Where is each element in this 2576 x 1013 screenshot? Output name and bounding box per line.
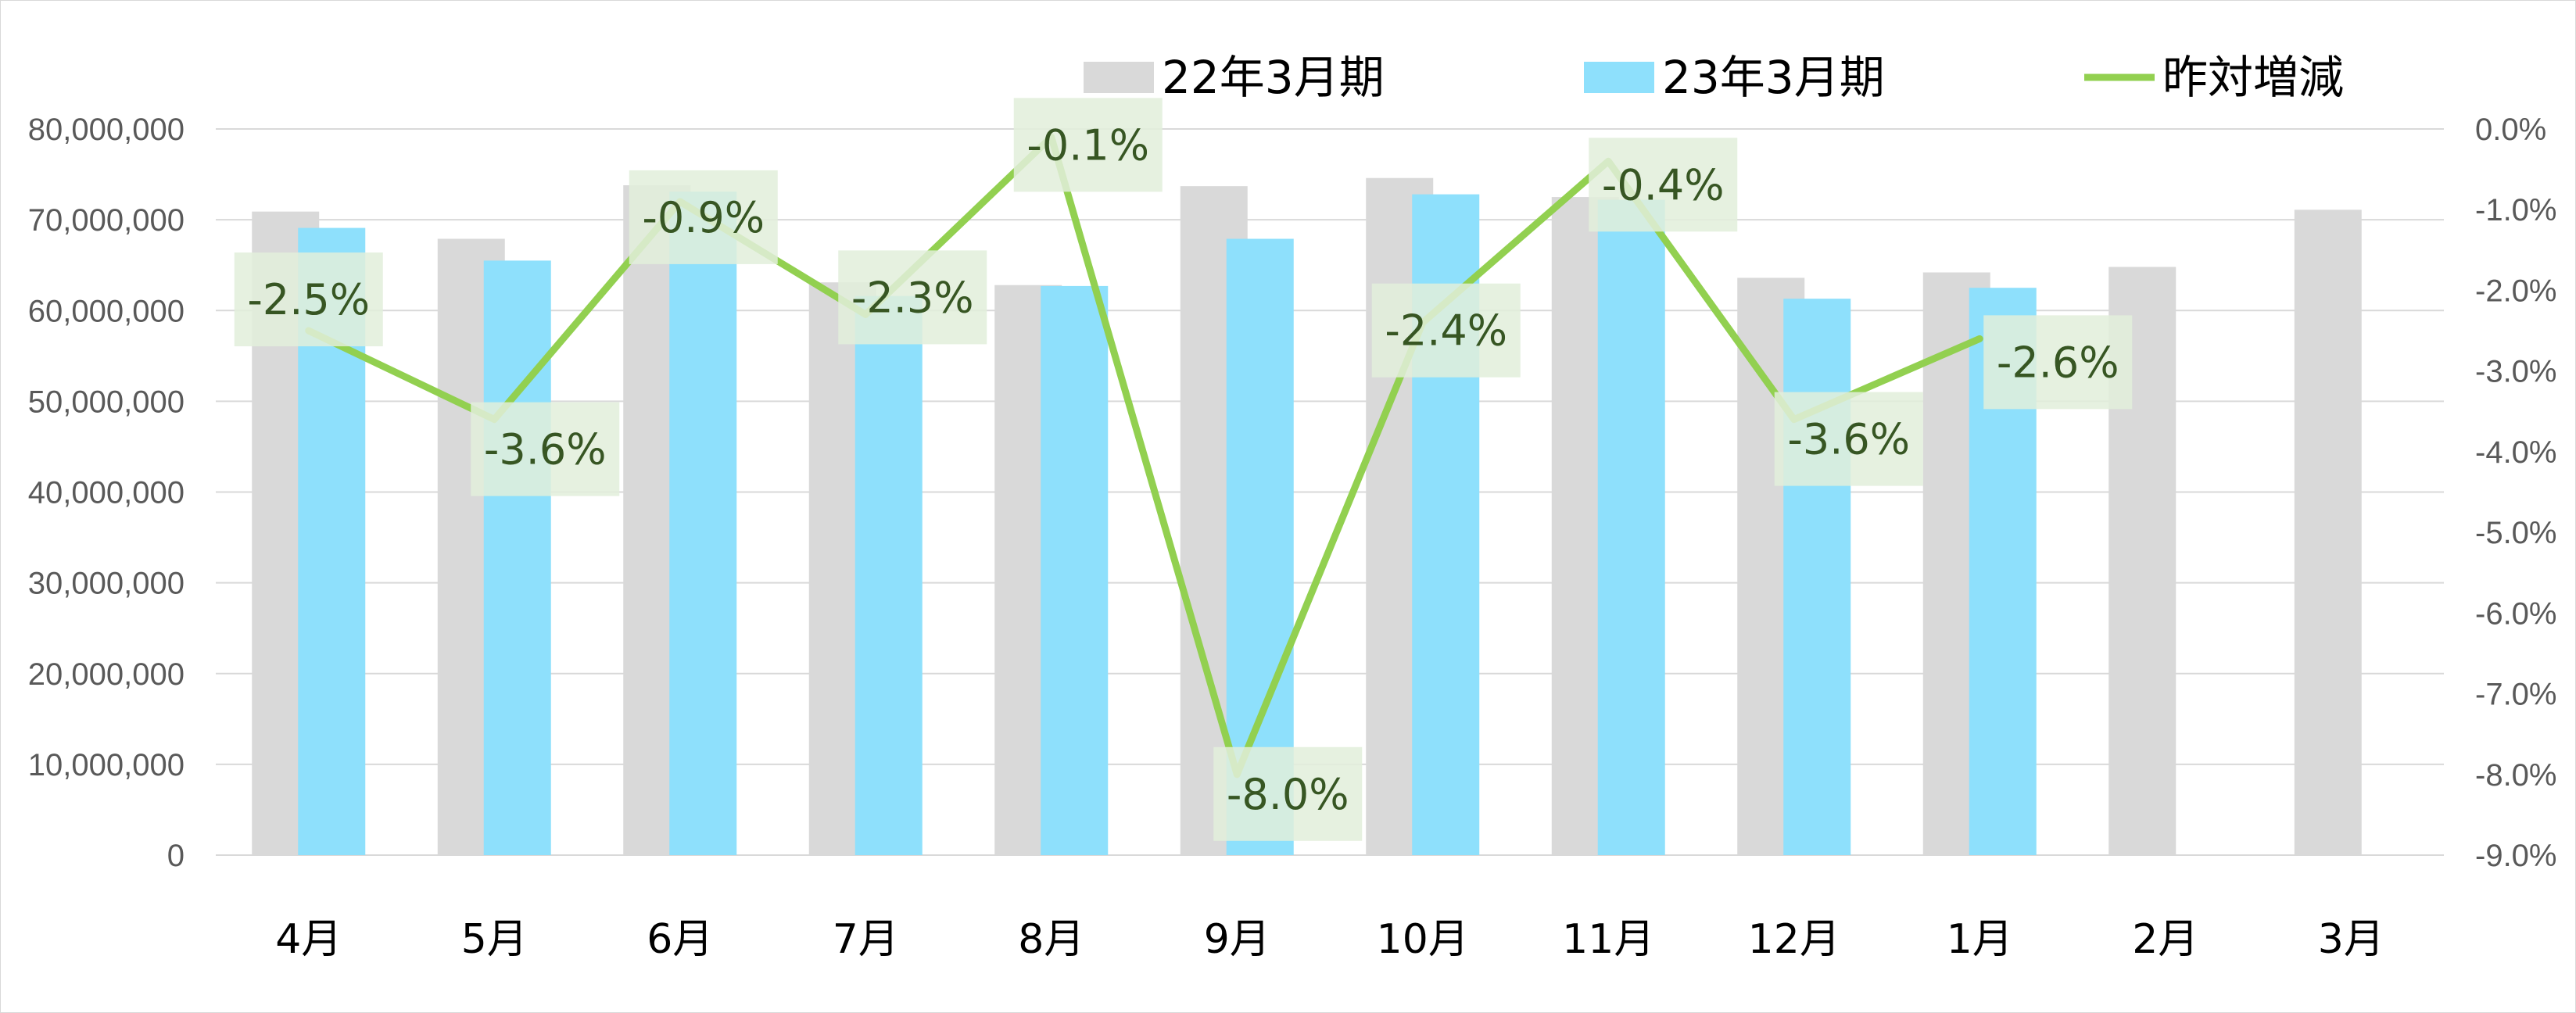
legend: 22年3月期 23年3月期 昨対増減 [1084, 51, 2344, 104]
data-label-box [1774, 392, 1923, 486]
y-left-tick-label: 30,000,000 [28, 567, 185, 601]
y-right-tick-label: -2.0% [2475, 274, 2557, 308]
axes-group: 0 10,000,000 20,000,000 30,000,000 40,000,00… [28, 113, 2557, 963]
x-tick-label: 4月 [275, 916, 342, 963]
data-label-box [1589, 138, 1738, 232]
x-tick-label: 3月 [2318, 916, 2384, 963]
y-left-tick-label: 60,000,000 [28, 294, 185, 328]
data-label: -8.0% [1227, 770, 1349, 819]
x-tick-label: 2月 [2132, 916, 2198, 963]
data-label-box [629, 170, 778, 264]
data-label: -0.1% [1026, 120, 1149, 170]
data-label-box [1371, 283, 1521, 378]
x-tick-label: 7月 [833, 916, 899, 963]
y-right-tick-label: -1.0% [2475, 193, 2557, 227]
data-label: -0.4% [1602, 160, 1725, 209]
line-series-group [305, 133, 1983, 779]
bar-23-fy [1783, 299, 1851, 855]
data-label: -2.6% [1997, 338, 2119, 387]
bar-23-fy [669, 192, 737, 856]
data-labels-group: -2.5% -3.6% -0.9% -2.3% -0.1% -8.0% -2.4% -0.4%… [234, 98, 2133, 841]
y-left-tick-label: 20,000,000 [28, 657, 185, 692]
y-right-tick-label: -6.0% [2475, 596, 2557, 631]
y-left-tick-label: 50,000,000 [28, 385, 185, 419]
y-right-tick-label: -9.0% [2475, 839, 2557, 873]
y-left-tick-label: 80,000,000 [28, 113, 185, 147]
y-right-tick-label: -5.0% [2475, 516, 2557, 550]
legend-swatch [1584, 62, 1654, 93]
y-left-tick-label: 40,000,000 [28, 476, 185, 510]
y-left-tick-label: 10,000,000 [28, 748, 185, 782]
data-label-box [471, 402, 620, 496]
y-right-tick-label: -4.0% [2475, 435, 2557, 470]
data-label-box [1983, 315, 2133, 410]
y-right-tick-label: -3.0% [2475, 355, 2557, 389]
y-left-tick-label: 0 [167, 839, 185, 873]
data-label: -2.4% [1385, 306, 1507, 356]
x-tick-label: 10月 [1377, 916, 1469, 963]
data-label-box [1013, 98, 1163, 192]
bar-23-fy [1041, 285, 1109, 855]
legend-item: 23年3月期 [1662, 51, 1885, 104]
bar-23-fy [483, 260, 551, 856]
yoy-change-line [305, 133, 1983, 779]
x-tick-label: 5月 [461, 916, 528, 963]
bar-23-fy [1597, 199, 1665, 855]
data-label: -2.5% [247, 275, 370, 324]
bar-23-fy [854, 295, 923, 855]
legend-swatch [1084, 62, 1154, 93]
y-left-tick-label: 70,000,000 [28, 203, 185, 238]
legend-item: 昨対増減 [2162, 51, 2344, 104]
y-right-tick-label: 0.0% [2475, 113, 2546, 147]
data-label-box [838, 250, 987, 345]
x-tick-label: 11月 [1562, 916, 1654, 963]
y-right-tick-label: -8.0% [2475, 758, 2557, 793]
data-label-box [1213, 746, 1363, 841]
data-label: -3.6% [484, 425, 607, 474]
data-label-box [234, 252, 383, 347]
x-tick-label: 8月 [1018, 916, 1084, 963]
x-tick-label: 9月 [1204, 916, 1270, 963]
bar-22-fy [2294, 209, 2362, 855]
data-label: -3.6% [1787, 415, 1910, 464]
x-tick-label: 6月 [647, 916, 713, 963]
x-tick-label: 1月 [1947, 916, 2013, 963]
data-label: -0.9% [642, 193, 765, 242]
data-label: -2.3% [851, 273, 974, 322]
x-tick-label: 12月 [1748, 916, 1840, 963]
legend-item: 22年3月期 [1162, 51, 1385, 104]
y-right-tick-label: -7.0% [2475, 678, 2557, 712]
